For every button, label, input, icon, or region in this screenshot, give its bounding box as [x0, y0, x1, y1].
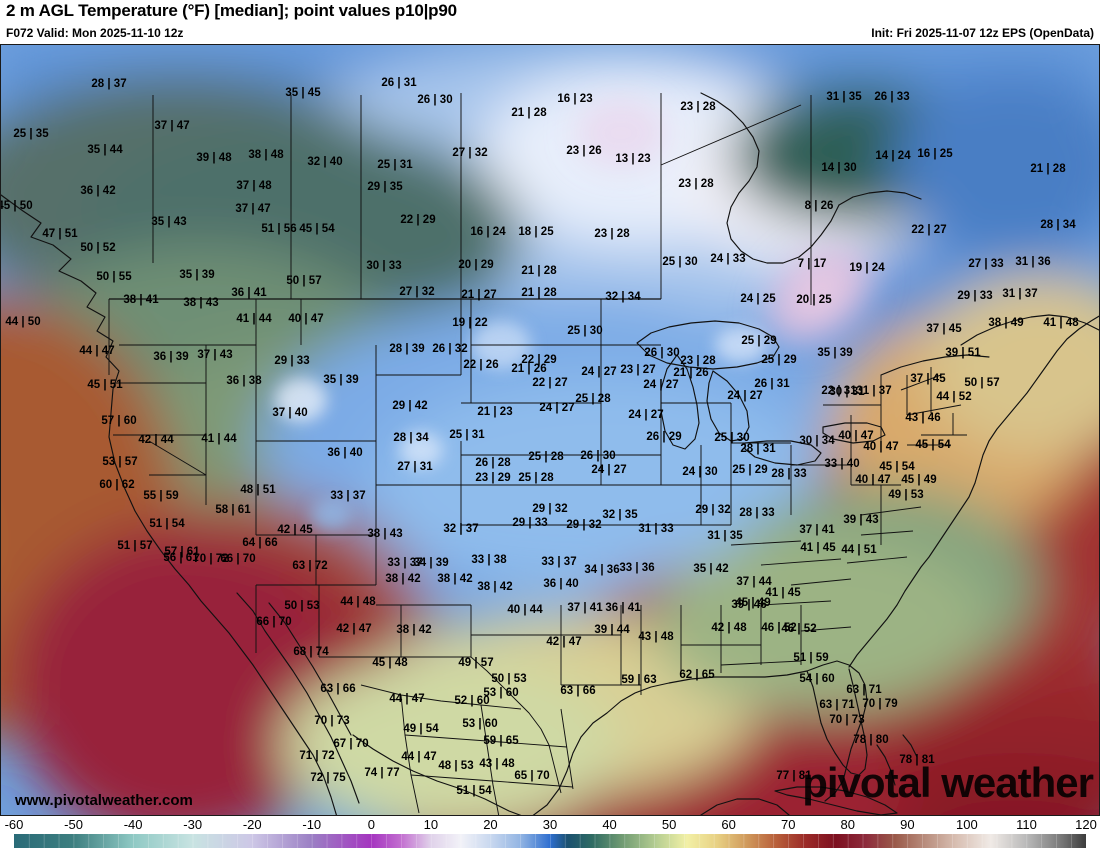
colorbar-tick: 100	[956, 817, 978, 832]
colorbar-tick: 80	[840, 817, 855, 832]
colorbar-tick: 60	[721, 817, 736, 832]
site-url-label: www.pivotalweather.com	[15, 792, 193, 809]
colorbar-gradient	[14, 834, 1086, 848]
pivotal-weather-watermark: pivotal weather	[802, 759, 1094, 806]
colorbar[interactable]: -60 -50 -40 -30 -20 -10 0 10 20 30 40 50 60 70 80 90 100…	[0, 817, 1100, 850]
colorbar-tick: -10	[302, 817, 322, 832]
colorbar-tick-labels: -60 -50 -40 -30 -20 -10 0 10 20 30 40 50 60 70 80 90 100…	[0, 817, 1100, 833]
colorbar-tick: 20	[483, 817, 498, 832]
colorbar-tick: 10	[423, 817, 439, 832]
colorbar-tick: 50	[661, 817, 677, 832]
colorbar-tick: -30	[183, 817, 203, 832]
temperature-map[interactable]: 28 | 37 35 | 45 26 | 31 26 | 30 21 | 28 16 | …	[0, 44, 1100, 816]
colorbar-tick: 30	[542, 817, 558, 832]
colorbar-tick: 110	[1016, 817, 1037, 832]
colorbar-tick: -50	[64, 817, 83, 832]
page-title: 2 m AGL Temperature (°F) [median]; point…	[6, 1, 457, 20]
init-time-label: Init: Fri 2025-11-07 12z EPS (OpenData)	[871, 26, 1094, 40]
colorbar-tick: 0	[367, 817, 375, 832]
colorbar-tick: 90	[900, 817, 915, 832]
map-header: 2 m AGL Temperature (°F) [median]; point…	[0, 0, 1100, 44]
colorbar-tick: -40	[123, 817, 143, 832]
colorbar-tick: 70	[780, 817, 796, 832]
colorbar-tick: -60	[4, 817, 24, 832]
colorbar-tick: 40	[602, 817, 617, 832]
valid-time-label: F072 Valid: Mon 2025-11-10 12z	[6, 26, 184, 40]
colorbar-tick: 120	[1075, 817, 1097, 832]
temperature-field	[1, 45, 1099, 815]
colorbar-tick: -20	[242, 817, 262, 832]
